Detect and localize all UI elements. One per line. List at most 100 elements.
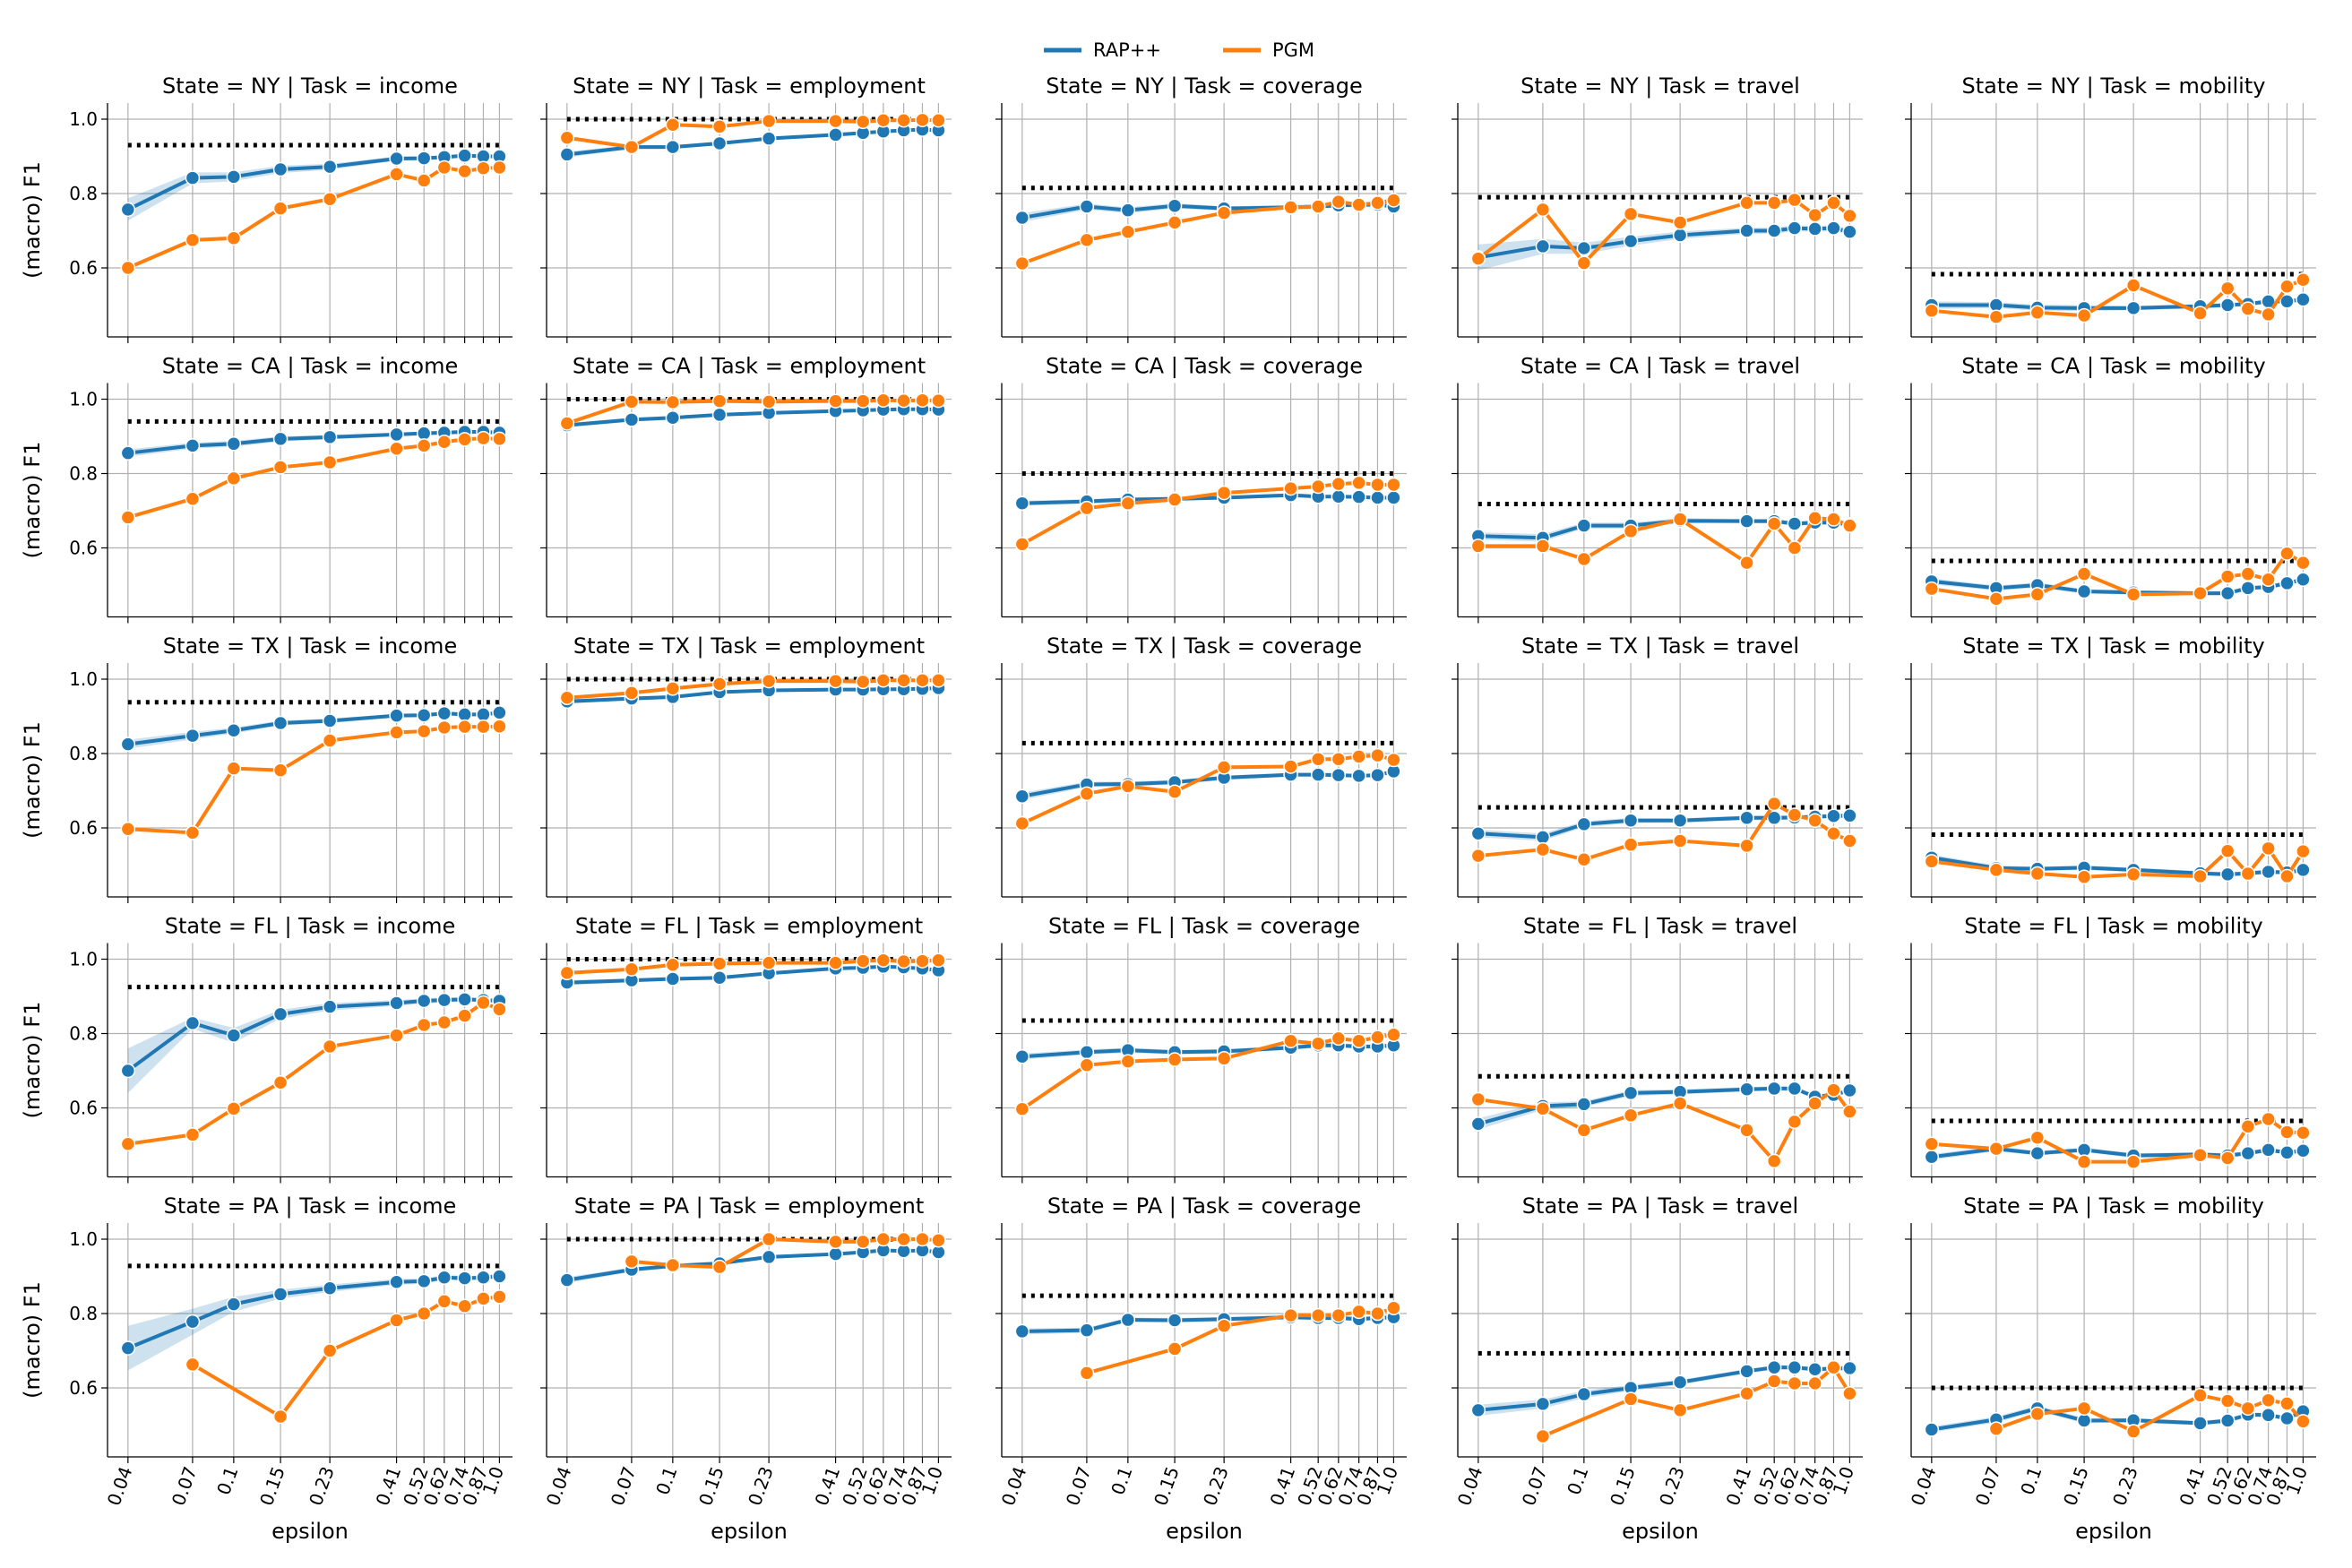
pgm-point	[1826, 512, 1841, 527]
panel-title: State = FL | Task = coverage	[1048, 914, 1360, 939]
rap-point	[1842, 808, 1857, 823]
rap-point	[416, 1273, 432, 1289]
y-tick-label: 0.6	[69, 1098, 98, 1119]
rap-point	[436, 1270, 452, 1285]
pgm-point	[2193, 1388, 2208, 1403]
rap-point	[389, 151, 404, 167]
pgm-point	[1787, 540, 1803, 556]
rap-point	[1924, 1150, 1940, 1165]
rap-confidence-band	[1478, 1086, 1850, 1130]
pgm-point	[185, 1357, 201, 1373]
rap-point	[2261, 1408, 2276, 1423]
pgm-point	[120, 260, 136, 276]
panel: State = NY | Task = employment	[540, 73, 952, 343]
pgm-point	[416, 723, 432, 739]
pgm-point	[1739, 1385, 1754, 1401]
panel-title: State = CA | Task = mobility	[1961, 354, 2266, 379]
pgm-point	[931, 952, 946, 968]
rap-point	[1576, 816, 1592, 832]
rap-point	[1167, 198, 1183, 213]
pgm-point	[1283, 480, 1298, 496]
pgm-point	[2219, 280, 2236, 297]
rap-point	[2029, 1145, 2046, 1161]
pgm-point	[2261, 840, 2276, 857]
pgm-point	[1370, 747, 1385, 763]
pgm-point	[1842, 208, 1857, 224]
panel: State = FL | Task = coverage	[995, 914, 1407, 1184]
pgm-point	[1739, 195, 1754, 211]
rap-point	[2240, 1145, 2256, 1161]
pgm-point	[2193, 585, 2208, 601]
pgm-point	[2296, 272, 2311, 288]
pgm-point	[322, 191, 338, 207]
rap-point	[1014, 1048, 1030, 1064]
rap-point	[1766, 1359, 1782, 1375]
pgm-point	[931, 112, 946, 128]
rap-point	[1535, 1396, 1551, 1412]
rap-point	[2219, 1413, 2236, 1428]
pgm-point	[492, 431, 507, 447]
rap-point	[1576, 240, 1592, 256]
rap-point	[1672, 813, 1688, 828]
y-tick-label: 0.8	[69, 743, 98, 764]
pgm-point	[1283, 1033, 1298, 1049]
rap-point	[120, 445, 136, 461]
rap-point	[1826, 220, 1841, 236]
rap-point	[1470, 825, 1486, 841]
pgm-point	[2076, 1154, 2092, 1169]
rap-point	[1766, 1081, 1782, 1097]
rap-point	[1826, 808, 1841, 823]
pgm-point	[2261, 1392, 2276, 1408]
pgm-point	[1672, 833, 1688, 849]
pgm-point	[665, 394, 681, 410]
rap-point	[1739, 1081, 1754, 1097]
pgm-point	[1766, 1374, 1782, 1389]
panel-title: State = FL | Task = mobility	[1964, 914, 2263, 939]
pgm-point	[1331, 476, 1347, 492]
rap-point	[2279, 294, 2295, 309]
pgm-line	[1995, 1393, 2305, 1434]
rap-point	[457, 707, 472, 722]
rap-point	[1924, 1422, 1940, 1437]
rap-point	[828, 127, 843, 142]
pgm-point	[1370, 477, 1385, 493]
panel: 0.6 0.8 1.0 State = CA | Task = income (macr…	[20, 354, 513, 624]
pgm-point	[2240, 866, 2256, 882]
pgm-point	[1014, 1101, 1030, 1116]
pgm-point	[1988, 591, 2004, 607]
rap-point	[1672, 1374, 1688, 1391]
panel: State = FL | Task = employment	[540, 914, 952, 1184]
pgm-point	[896, 953, 911, 969]
x-tick-label: 0.04	[1907, 1464, 1941, 1509]
pgm-point	[322, 1343, 338, 1358]
pgm-point	[2261, 572, 2276, 588]
pgm-point	[2219, 1150, 2236, 1166]
rap-point	[1672, 228, 1688, 243]
rap-point	[322, 159, 338, 175]
rap-point	[1370, 767, 1385, 783]
pgm-point	[1167, 1341, 1183, 1357]
pgm-point	[1470, 251, 1486, 266]
rap-point	[492, 705, 507, 720]
pgm-point	[1370, 195, 1385, 211]
rap-point	[272, 1287, 289, 1302]
rap-point	[1470, 1116, 1486, 1132]
panel-title: State = TX | Task = income	[163, 633, 457, 659]
pgm-point	[272, 1075, 289, 1090]
x-tick-label: 0.07	[607, 1464, 641, 1509]
pgm-point	[1386, 477, 1401, 493]
pgm-point	[1351, 1304, 1366, 1320]
pgm-point	[1766, 195, 1782, 211]
rap-point	[2296, 1142, 2311, 1159]
pgm-point	[436, 434, 452, 450]
pgm-point	[665, 1257, 681, 1273]
rap-point	[1766, 810, 1782, 826]
pgm-point	[389, 1028, 404, 1043]
x-tick-label: 0.1	[2016, 1464, 2046, 1498]
rap-point	[1623, 813, 1639, 828]
rap-point	[665, 139, 681, 155]
rap-point	[1576, 518, 1592, 533]
pgm-point	[2076, 869, 2092, 885]
pgm-point	[1924, 581, 1940, 597]
